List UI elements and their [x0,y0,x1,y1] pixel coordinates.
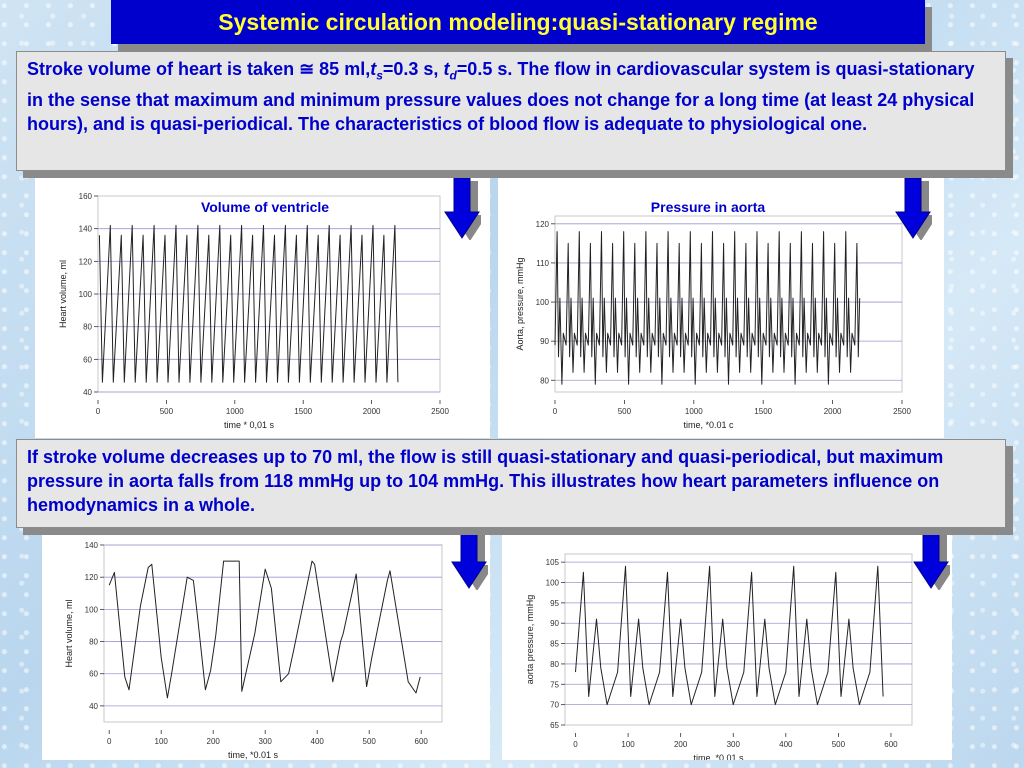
ts-value: =0.3 s, [382,59,444,79]
x-tick-label: 2500 [893,407,911,416]
chart-title: Pressure in aorta [651,199,766,215]
note2-text: If stroke volume decreases up to 70 ml, … [27,447,944,515]
note1-text-start: Stroke volume of heart is taken ≅ 85 ml, [27,59,371,79]
y-tick-label: 95 [550,599,559,608]
y-tick-label: 65 [550,721,559,730]
y-tick-label: 60 [83,355,92,364]
x-tick-label: 500 [618,407,632,416]
chart-panel-aorta-pressure-85ml: 80 90 100 110 120 0 500 1000 1500 2000 2500 time, *… [498,176,944,438]
chart-panel-ventricle-volume-85ml: 40 60 80 100 120 140 160 0 500 1000 1500 2000 2500 ti… [35,176,490,438]
x-axis-label: time * 0,01 s [224,420,275,430]
x-tick-label: 300 [727,740,741,749]
x-tick-label: 2000 [824,407,842,416]
y-tick-label: 160 [79,192,93,201]
x-tick-label: 200 [674,740,688,749]
y-tick-label: 80 [89,638,98,647]
x-tick-label: 0 [573,740,578,749]
chart-aorta-pressure-85ml: 80 90 100 110 120 0 500 1000 1500 2000 2500 time, *… [515,199,911,430]
y-tick-label: 80 [83,323,92,332]
y-tick-label: 120 [79,257,93,266]
x-tick-label: 200 [207,737,221,746]
y-axis-label: aorta pressure, mmHg [525,595,535,685]
y-tick-label: 90 [540,337,549,346]
slide-title: Systemic circulation modeling:quasi-stat… [218,8,818,35]
down-arrow-icon [444,178,481,240]
down-arrow-icon [913,528,950,590]
plot-frame [564,553,913,726]
y-tick-label: 80 [550,660,559,669]
x-tick-label: 300 [259,737,273,746]
x-tick-label: 1500 [294,407,312,416]
y-tick-label: 60 [89,670,98,679]
chart-aorta-pressure-70ml: 65 70 75 80 85 90 95 100 105 0 100 200 300 400 500 600 t… [525,553,913,760]
x-tick-label: 1000 [685,407,703,416]
stroke-volume-85ml-note: Stroke volume of heart is taken ≅ 85 ml,… [16,51,1006,171]
x-tick-label: 600 [884,740,898,749]
y-tick-label: 105 [546,558,560,567]
x-tick-label: 1000 [226,407,244,416]
plot-frame [554,215,903,393]
y-tick-label: 110 [536,259,549,268]
x-tick-label: 2500 [431,407,449,416]
y-tick-label: 70 [550,701,559,710]
x-tick-label: 0 [553,407,558,416]
stroke-volume-70ml-note: If stroke volume decreases up to 70 ml, … [16,439,1006,528]
ts-symbol: ts [370,59,383,83]
chart-ventricle-volume-85ml: 40 60 80 100 120 140 160 0 500 1000 1500 2000 2500 ti… [58,192,449,430]
series-line [108,560,421,699]
x-tick-label: 500 [363,737,377,746]
y-tick-label: 90 [550,619,559,628]
x-tick-label: 400 [779,740,793,749]
y-tick-label: 80 [540,376,549,385]
x-tick-label: 400 [311,737,325,746]
x-axis-label: time, *0.01 s [693,753,744,760]
plot-frame [103,544,443,723]
y-tick-label: 120 [536,220,550,229]
x-tick-label: 100 [621,740,635,749]
chart-panel-ventricle-volume-70ml: 40 60 80 100 120 140 0 100 200 300 400 500 600 time, … [42,532,490,760]
slide-title-bar: Systemic circulation modeling:quasi-stat… [111,0,925,44]
y-tick-label: 100 [85,605,99,614]
x-tick-label: 500 [160,407,174,416]
x-tick-label: 2000 [363,407,381,416]
down-arrow-icon [451,528,488,590]
y-axis-label: Heart volume, ml [64,599,74,667]
y-tick-label: 40 [89,702,98,711]
y-tick-label: 120 [85,573,99,582]
x-tick-label: 500 [832,740,846,749]
x-tick-label: 1500 [754,407,772,416]
y-tick-label: 40 [83,388,92,397]
chart-panel-aorta-pressure-70ml: 65 70 75 80 85 90 95 100 105 0 100 200 300 400 500 600 t… [502,532,952,760]
y-tick-label: 100 [79,290,93,299]
x-tick-label: 0 [107,737,112,746]
x-tick-label: 600 [415,737,429,746]
y-axis-label: Aorta, pressure, mmHg [515,257,525,350]
y-tick-label: 75 [550,680,559,689]
y-axis-label: Heart volume, ml [58,260,68,328]
td-value-and-text: =0.5 s. The flow in cardiovascular syste… [27,59,975,134]
y-tick-label: 85 [550,640,559,649]
series-line [575,565,884,706]
series-line [554,231,861,385]
x-axis-label: time, *0.01 c [683,420,734,430]
y-tick-label: 140 [85,541,99,550]
x-tick-label: 0 [96,407,101,416]
y-tick-label: 100 [546,579,560,588]
chart-title: Volume of ventricle [201,199,329,215]
x-axis-label: time, *0.01 s [228,750,279,760]
y-tick-label: 140 [79,225,93,234]
x-tick-label: 100 [155,737,169,746]
down-arrow-icon [895,178,932,240]
y-tick-label: 100 [536,298,550,307]
series-line [98,224,399,383]
td-symbol: td [443,59,457,83]
chart-ventricle-volume-70ml: 40 60 80 100 120 140 0 100 200 300 400 500 600 time, … [64,541,443,760]
